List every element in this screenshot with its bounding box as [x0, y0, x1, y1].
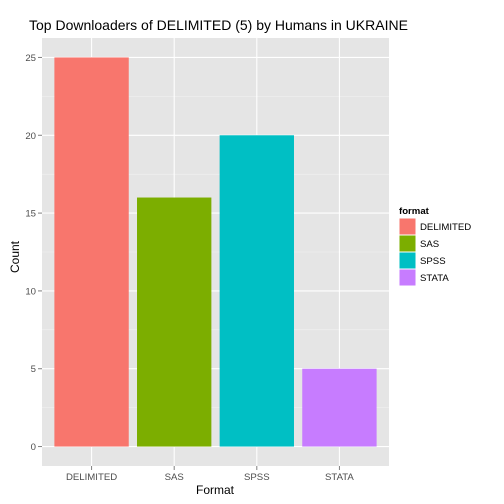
legend-swatch-delimited: [399, 218, 416, 235]
legend-label: SPSS: [420, 256, 446, 267]
legend-label: DELIMITED: [420, 222, 471, 233]
y-tick-label: 25: [25, 53, 36, 64]
y-tick-label: 10: [25, 286, 36, 297]
x-tick-label: DELIMITED: [66, 472, 117, 483]
legend-title: format: [399, 206, 430, 217]
legend-swatch-sas: [399, 235, 416, 252]
x-axis-title: Format: [196, 483, 235, 497]
y-tick-label: 15: [25, 209, 36, 220]
y-axis-title: Count: [8, 240, 22, 273]
legend-label: SAS: [420, 239, 439, 250]
bar-delimited: [54, 57, 129, 447]
x-tick-label: STATA: [325, 472, 354, 483]
y-axis-ticks: 0 5 10 15 20 25: [25, 53, 42, 453]
x-axis-ticks: DELIMITED SAS SPSS STATA: [66, 466, 354, 483]
legend-swatch-stata: [399, 269, 416, 286]
x-tick-label: SAS: [165, 472, 184, 483]
legend: format DELIMITED SAS SPSS STATA: [398, 206, 471, 287]
x-tick-label: SPSS: [244, 472, 270, 483]
y-tick-label: 5: [31, 364, 36, 375]
bar-spss: [219, 135, 294, 447]
y-tick-label: 0: [31, 442, 36, 453]
legend-swatch-spss: [399, 252, 416, 269]
chart-title: Top Downloaders of DELIMITED (5) by Huma…: [29, 17, 408, 33]
bars: [54, 57, 377, 447]
y-tick-label: 20: [25, 131, 36, 142]
legend-label: STATA: [420, 273, 449, 284]
bar-sas: [137, 197, 212, 447]
bar-stata: [302, 368, 377, 447]
